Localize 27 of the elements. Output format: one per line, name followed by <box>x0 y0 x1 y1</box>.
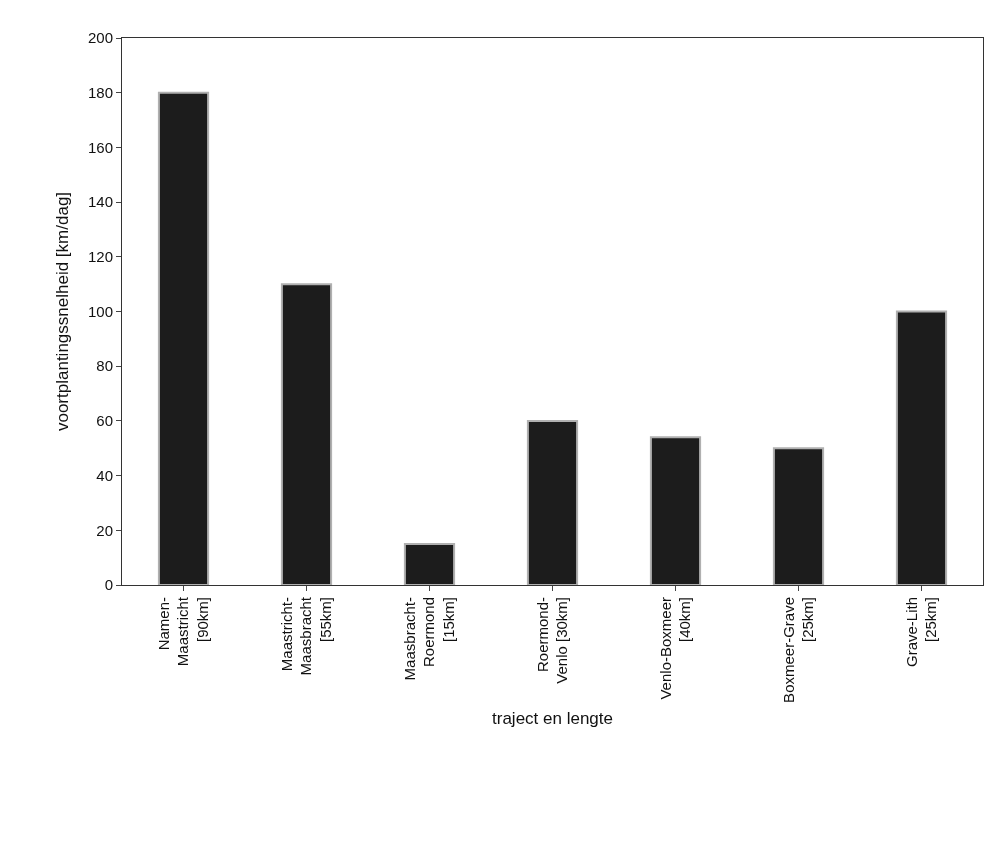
bar <box>772 447 825 585</box>
y-axis-title: voortplantingssnelheid [km/dag] <box>52 191 72 432</box>
bar <box>895 310 948 585</box>
y-tick-label: 0 <box>104 576 113 594</box>
bar <box>403 542 456 585</box>
x-tick-label: Grave-Lith [25km] <box>902 597 940 668</box>
y-tick-label: 20 <box>96 521 113 539</box>
y-tick-label: 160 <box>87 138 113 156</box>
x-tick-label: Maasbracht- Roermond [15km] <box>400 597 457 681</box>
y-tick-label: 180 <box>87 83 113 101</box>
x-tick-label: Maastricht- Maasbracht [55km] <box>277 596 334 676</box>
x-axis-title: traject en lengte <box>492 709 613 729</box>
bar <box>157 91 210 585</box>
x-tick-label: Venlo-Boxmeer [40km] <box>656 597 694 700</box>
bar <box>649 436 702 585</box>
x-tick-label: Namen- Maastricht [90km] <box>154 596 211 667</box>
x-tick-label: Boxmeer-Grave [25km] <box>779 597 817 703</box>
x-tick-label: Roermond- Venlo [30km] <box>533 597 571 684</box>
y-tick-label: 200 <box>87 29 113 47</box>
y-tick-label: 80 <box>96 357 113 375</box>
y-tick-label: 40 <box>96 466 113 484</box>
y-tick-label: 60 <box>96 412 113 430</box>
bar <box>280 283 333 585</box>
bar <box>526 419 579 585</box>
y-tick-label: 100 <box>87 302 113 320</box>
y-tick-label: 140 <box>87 193 113 211</box>
y-tick-label: 120 <box>87 248 113 266</box>
